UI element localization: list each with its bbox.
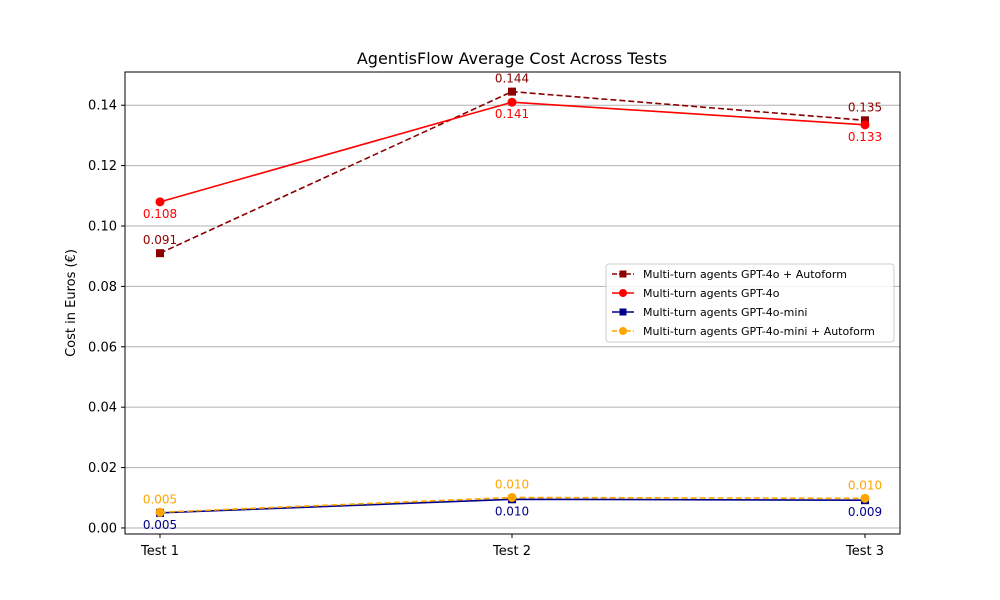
data-label: 0.133	[848, 130, 882, 144]
x-tick-label: Test 2	[492, 544, 531, 559]
legend-box	[605, 263, 895, 343]
y-axis-ticks: 0.00 0.02 0.04 0.06 0.08 0.10 0.12 0.14	[88, 99, 125, 536]
data-point	[156, 249, 164, 258]
x-axis-ticks: Test 1 Test 2 Test 3	[140, 534, 884, 559]
grid-lines	[125, 104, 900, 529]
data-label: 0.091	[143, 233, 177, 247]
data-point	[155, 197, 165, 207]
x-tick-label: Test 1	[140, 544, 179, 559]
legend-label: Multi-turn agents GPT-4o	[643, 287, 780, 300]
legend-marker	[619, 308, 627, 316]
data-label: 0.005	[143, 492, 177, 506]
legend-item: Multi-turn agents GPT-4o-mini + Autoform	[612, 325, 875, 338]
data-point	[507, 492, 517, 502]
y-tick-label: 0.08	[88, 280, 117, 295]
legend-marker	[619, 327, 627, 335]
legend-item: Multi-turn agents GPT-4o + Autoform	[612, 268, 847, 281]
data-label: 0.005	[143, 518, 177, 532]
data-point	[861, 116, 869, 125]
legend-label: Multi-turn agents GPT-4o-mini	[643, 306, 807, 319]
y-tick-label: 0.14	[88, 99, 117, 114]
data-point	[507, 97, 517, 107]
data-label: 0.108	[143, 207, 177, 221]
data-point	[860, 120, 870, 130]
legend-label: Multi-turn agents GPT-4o-mini + Autoform	[643, 325, 875, 338]
y-tick-label: 0.06	[88, 340, 117, 355]
legend-marker	[619, 289, 627, 297]
chart-title: AgentisFlow Average Cost Across Tests	[357, 49, 667, 68]
series-1: 0.091 0.144 0.135	[143, 72, 882, 258]
series-2: 0.108 0.141 0.133	[143, 97, 882, 221]
data-point	[508, 87, 516, 96]
legend-marker	[619, 270, 627, 278]
y-tick-label: 0.00	[88, 521, 117, 536]
y-tick-label: 0.10	[88, 220, 117, 235]
data-point	[860, 493, 870, 503]
data-label: 0.010	[848, 478, 882, 492]
x-tick-label: Test 3	[845, 544, 884, 559]
data-label: 0.010	[495, 477, 529, 491]
legend-item: Multi-turn agents GPT-4o	[612, 287, 780, 300]
y-tick-label: 0.02	[88, 461, 117, 476]
y-axis-label: Cost in Euros (€)	[64, 249, 79, 357]
data-label: 0.135	[848, 100, 882, 114]
data-point	[155, 507, 165, 517]
legend: Multi-turn agents GPT-4o + Autoform Multi…	[605, 263, 895, 343]
series-4: 0.005 0.010 0.010	[143, 477, 882, 517]
legend-item: Multi-turn agents GPT-4o-mini	[612, 306, 807, 319]
y-tick-label: 0.12	[88, 159, 117, 174]
data-label: 0.010	[495, 504, 529, 518]
legend-label: Multi-turn agents GPT-4o + Autoform	[643, 268, 847, 281]
series-layer: 0.091 0.144 0.135 0.108 0.141 0.133 0.005 0.010…	[143, 72, 882, 532]
y-tick-label: 0.04	[88, 401, 117, 416]
data-label: 0.141	[495, 107, 529, 121]
data-label: 0.144	[495, 72, 529, 86]
data-label: 0.009	[848, 505, 882, 519]
